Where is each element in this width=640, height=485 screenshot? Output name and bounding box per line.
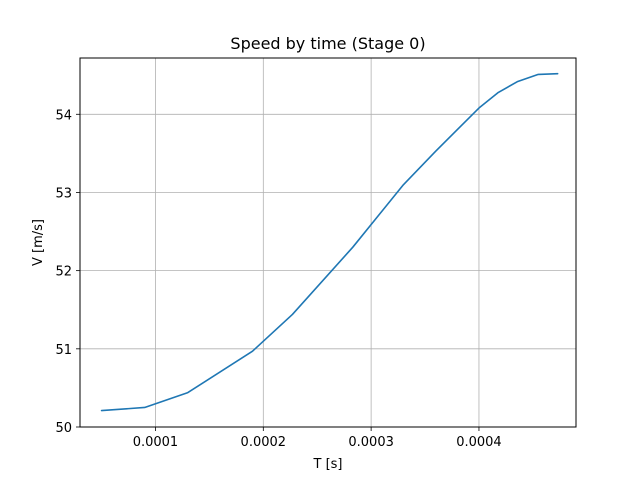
x-tick-label: 0.0003 [348, 435, 394, 450]
x-tick-label: 0.0002 [241, 435, 287, 450]
data-point [101, 410, 103, 412]
data-point [403, 184, 405, 186]
data-point [537, 74, 539, 76]
data-point [557, 73, 559, 75]
x-tick-label: 0.0004 [456, 435, 502, 450]
grid-lines [80, 58, 576, 428]
y-tick-label: 54 [55, 108, 72, 123]
x-tick-label: 0.0001 [133, 435, 179, 450]
axes-frame [79, 57, 577, 428]
y-axis-label: V [m/s] [31, 219, 46, 266]
data-point [498, 92, 500, 94]
y-tick-label: 53 [55, 186, 72, 201]
data-point [478, 107, 480, 109]
y-tick-label: 50 [55, 421, 72, 436]
data-point [187, 392, 189, 394]
data-point [435, 150, 437, 152]
x-axis-label: T [s] [313, 457, 343, 472]
data-point [144, 407, 146, 409]
y-tick-label: 51 [55, 343, 72, 358]
series-layer [100, 72, 559, 412]
y-tick-label: 52 [55, 265, 72, 280]
data-point [292, 314, 294, 316]
series-line [100, 72, 559, 412]
data-point [352, 246, 354, 248]
ticks: 0.0001 0.0002 0.0003 0.0004 50 51 52 53 54 [55, 108, 501, 450]
plot-area [80, 58, 576, 427]
data-point [252, 350, 254, 352]
chart-title: Speed by time (Stage 0) [230, 34, 425, 53]
data-point [517, 81, 519, 83]
